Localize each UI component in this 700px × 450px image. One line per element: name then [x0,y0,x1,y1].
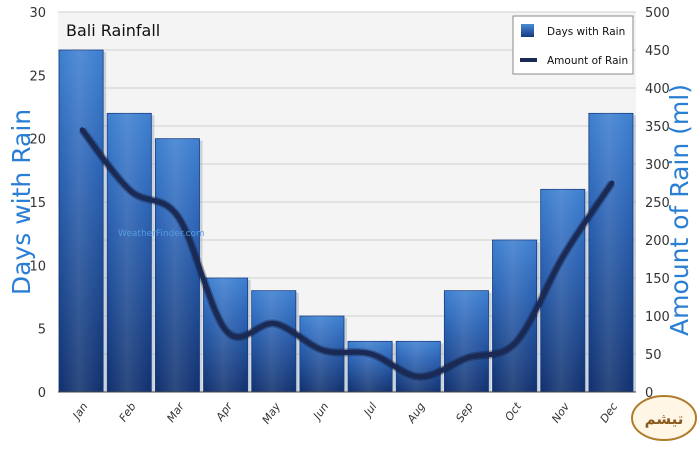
y2-tick-label: 150 [645,272,670,287]
bar-shine [396,341,441,392]
x-tick-label: Jul [360,400,379,420]
x-tick-label: May [260,400,284,426]
y-tick-label: 25 [29,69,46,84]
y2-tick-label: 300 [645,158,670,173]
bar-shine [492,240,537,392]
x-tick-label: Mar [164,399,187,425]
x-tick-label: Nov [549,400,572,425]
y2-tick-label: 400 [645,82,670,97]
y-tick-label: 15 [29,196,46,211]
logo: تیشم [631,395,697,441]
left-axis-ticks: 0 5 10 15 20 25 30 [29,6,46,401]
bar-shine [444,290,489,392]
legend-label-amount: Amount of Rain [547,55,628,67]
chart-title: Bali Rainfall [66,21,160,40]
amount-of-rain-line [79,127,615,380]
y2-tick-label: 250 [645,196,670,211]
x-tick-label: Jan [69,400,91,423]
right-axis-ticks: 0 50 100 150 200 250 300 350 400 450 500 [645,6,670,401]
logo-text: تیشم [645,410,684,428]
right-axis-title: Amount of Rain (ml) [665,84,694,336]
bar-shine [59,50,104,392]
bar-shine [251,290,296,392]
x-axis-ticks: Jan Feb Mar Apr May Jun Jul Aug Sep Oct Nov Dec [69,399,620,426]
watermark: WeatherFinder.com [118,229,205,239]
bar-shine [588,113,633,392]
y2-tick-label: 450 [645,44,670,59]
y2-tick-label: 0 [645,386,653,401]
legend-label-days: Days with Rain [547,26,625,38]
y-tick-label: 0 [38,386,46,401]
bar-shine [155,138,200,392]
y2-tick-label: 350 [645,120,670,135]
y2-tick-label: 200 [645,234,670,249]
legend: Days with Rain Amount of Rain [512,15,634,75]
y2-tick-label: 100 [645,310,670,325]
y-tick-label: 10 [29,259,46,274]
left-axis-title: Days with Rain [7,109,36,295]
y-tick-label: 30 [29,6,46,21]
y-tick-label: 20 [29,133,46,148]
y2-tick-label: 500 [645,6,670,21]
x-tick-label: Oct [502,400,524,424]
y-tick-label: 5 [38,323,46,338]
x-tick-label: Jun [310,400,332,423]
x-tick-label: Dec [598,400,621,425]
y2-tick-label: 50 [645,348,662,363]
x-tick-label: Apr [213,399,236,424]
legend-swatch-days [521,24,534,37]
x-tick-label: Sep [453,400,476,424]
logo-badge [631,395,697,441]
x-tick-label: Feb [117,400,139,424]
x-tick-label: Aug [404,400,428,426]
bar-shine [107,113,152,392]
